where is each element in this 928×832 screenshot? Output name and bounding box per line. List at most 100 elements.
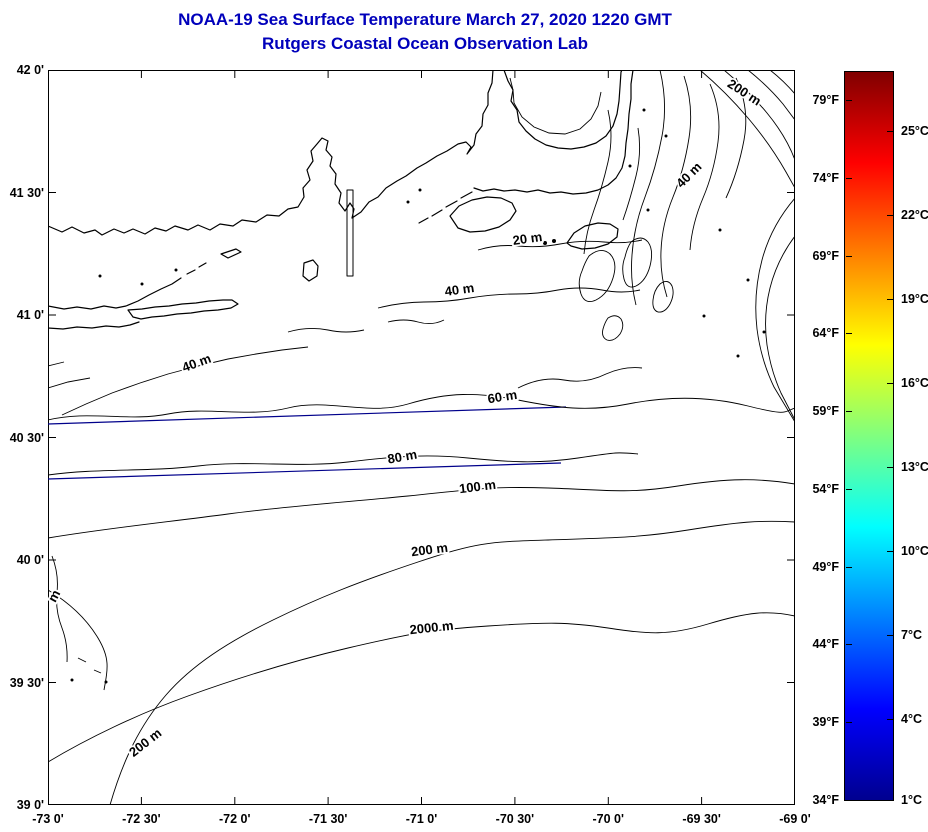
contour-2000m	[48, 612, 795, 763]
coast-cape-cod-bay	[503, 70, 623, 150]
colorbar-c-labels: 25°C 22°C 19°C 16°C 13°C 10°C 7°C 4°C 1°C	[901, 0, 928, 832]
shoal-contour	[622, 237, 653, 288]
x-tick-label: -70 0'	[592, 812, 624, 826]
colorbar-c-label: 25°C	[901, 124, 928, 139]
x-tick-label: -73 0'	[32, 812, 64, 826]
section-line	[48, 462, 562, 480]
channel-contour	[583, 109, 612, 255]
plum-gull-islands	[186, 262, 207, 275]
contour-left-edge	[51, 555, 68, 663]
contour-label: 80 m	[386, 447, 418, 467]
contour-200m	[109, 520, 795, 805]
x-tick-label: -72 30'	[122, 812, 161, 826]
bank-contour	[725, 77, 747, 199]
x-tick-label: -70 30'	[495, 812, 535, 826]
contour-fragment	[48, 377, 91, 389]
y-tick-label: 40 30'	[9, 430, 44, 445]
colorbar-c-label: 19°C	[901, 292, 928, 307]
contour-label: 40 m	[180, 351, 213, 375]
nantucket	[566, 222, 619, 250]
y-tick-label: 41 0'	[16, 308, 44, 322]
bathymetry-contours	[48, 70, 795, 805]
colorbar-f-label: 39°F	[812, 715, 839, 730]
east-edge-contour	[765, 235, 795, 421]
colorbar-f-label: 59°F	[812, 404, 839, 419]
east-edge-contour	[755, 197, 795, 423]
contour-fragment	[517, 367, 643, 389]
contour-80m	[48, 452, 639, 476]
colorbar-c-label: 7°C	[901, 628, 922, 643]
georges-fan-contour	[699, 70, 795, 189]
block-island	[302, 259, 319, 282]
shoal-contour	[578, 250, 616, 302]
contour-label: 100 m	[458, 477, 496, 496]
y-tick-label: 39 0'	[16, 798, 44, 812]
contour-fragment	[77, 657, 102, 674]
colorbar-f-label: 79°F	[812, 93, 839, 107]
colorbar-f-label: 74°F	[812, 170, 839, 185]
coast-outer-cape	[473, 70, 634, 195]
colorbar	[844, 71, 894, 801]
section-lines	[48, 406, 567, 480]
colorbar-c-label: 13°C	[901, 460, 928, 475]
colorbar-f-label: 69°F	[812, 248, 839, 263]
contour-canyon-west	[48, 589, 108, 691]
cape-cod-bay-contour	[509, 77, 602, 135]
colorbar-c-label: 10°C	[901, 544, 928, 559]
marthas-vineyard	[449, 196, 517, 233]
colorbar-c-label: 1°C	[901, 793, 922, 807]
y-tick-label: 39 30'	[9, 675, 44, 690]
contour-20m	[477, 239, 643, 251]
colorbar-f-label: 49°F	[812, 559, 839, 574]
colorbar-f-labels: 79°F 74°F 69°F 64°F 59°F 54°F 49°F 44°F 39°F 34°F	[785, 0, 839, 832]
contour-fragment	[287, 327, 365, 333]
section-line	[48, 406, 567, 425]
contour-label: 60 m	[486, 387, 518, 406]
shoal-contour	[652, 281, 674, 313]
colorbar-f-label: 34°F	[812, 793, 839, 807]
x-tick-label: -71 0'	[405, 812, 438, 826]
coast-mainland	[48, 70, 494, 236]
colorbar-f-label: 44°F	[812, 637, 839, 652]
fishers-island	[220, 248, 242, 259]
x-tick-label: -69 30'	[682, 812, 721, 826]
contour-100m	[48, 479, 795, 539]
elizabeth-islands	[418, 191, 473, 224]
colorbar-gradient	[845, 72, 893, 800]
channel-contour	[622, 127, 641, 221]
contour-labels: 200 m 40 m 20 m 40 m 40 m 60 m 80 m 100 …	[48, 74, 766, 761]
georges-fan-contour	[769, 70, 795, 95]
x-axis: -73 0' -72 30' -72 0' -71 30' -71 0' -70 30' -…	[0, 812, 928, 830]
map-plot: 200 m 40 m 20 m 40 m 40 m 60 m 80 m 100 …	[48, 70, 795, 805]
y-axis: 42 0' 41 30' 41 0' 40 30' 40 0' 39 30' 39 0'	[0, 0, 44, 832]
x-tick-label: -72 0'	[219, 812, 251, 826]
contour-label: 200 m	[410, 540, 448, 559]
long-island-north-fork	[48, 277, 182, 310]
colorbar-f-label: 64°F	[812, 326, 839, 341]
island-specks	[70, 108, 766, 684]
y-tick-label: 42 0'	[16, 63, 44, 77]
contour-label: 2000 m	[409, 618, 454, 638]
colorbar-c-label: 22°C	[901, 208, 928, 223]
contour-label: 40 m	[673, 159, 705, 191]
colorbar-c-label: 4°C	[901, 712, 922, 727]
colorbar-c-label: 16°C	[901, 376, 928, 391]
contour-label: m	[48, 587, 63, 604]
map-svg: 200 m 40 m 20 m 40 m 40 m 60 m 80 m 100 …	[48, 70, 795, 805]
y-tick-label: 40 0'	[16, 553, 44, 567]
contour-label: 200 m	[126, 725, 164, 760]
x-tick-label: -71 30'	[308, 812, 348, 826]
map-title: NOAA-19 Sea Surface Temperature March 27…	[178, 10, 672, 29]
bank-contour	[660, 75, 692, 298]
colorbar-f-label: 54°F	[812, 481, 839, 496]
bank-contour	[631, 70, 666, 306]
long-island-south-fork	[127, 299, 239, 320]
contour-40m-mid	[377, 287, 641, 309]
georges-fan-contour	[747, 70, 795, 121]
contour-fragment	[387, 319, 445, 325]
coastline-group	[48, 70, 634, 330]
contour-40m-west	[61, 346, 309, 416]
contour-60m	[48, 393, 795, 421]
map-subtitle: Rutgers Coastal Ocean Observation Lab	[262, 34, 588, 53]
contour-fragment	[48, 361, 65, 367]
